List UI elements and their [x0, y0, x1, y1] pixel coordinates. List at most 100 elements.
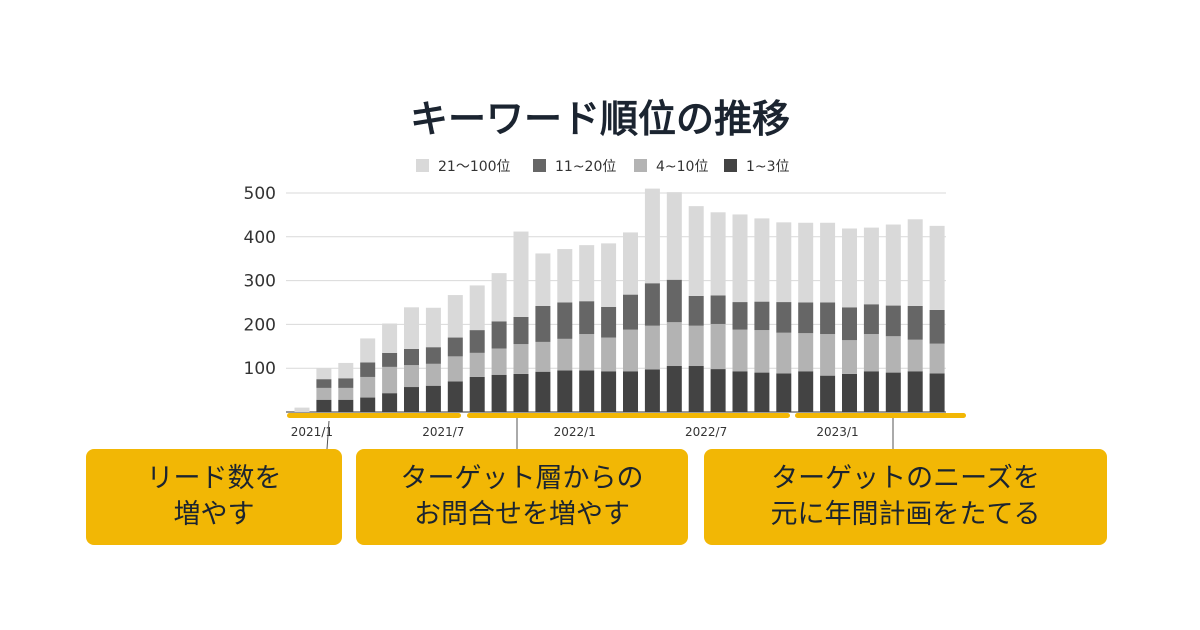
y-tick-label: 500	[244, 184, 276, 204]
bar-segment	[316, 368, 332, 380]
bar-segment	[382, 323, 398, 353]
bar-segment	[732, 302, 748, 330]
bar-segment	[776, 373, 792, 412]
bar-segment	[579, 245, 595, 302]
bar-segment	[863, 334, 879, 372]
bar-segment	[469, 352, 485, 377]
bar-segment	[798, 222, 814, 303]
callout-1-line-1: リード数を	[146, 463, 282, 494]
bar-segment	[469, 376, 485, 412]
bar-segment	[491, 374, 507, 412]
bar-segment	[666, 279, 682, 323]
bar-segment	[491, 321, 507, 349]
bar-segment	[535, 253, 551, 307]
bar-segment	[644, 283, 660, 326]
bar-segment	[601, 337, 617, 372]
bar-segment	[557, 338, 573, 371]
bar-segment	[666, 322, 682, 367]
bar-segment	[885, 305, 901, 337]
bar-segment	[601, 371, 617, 412]
bar-segment	[644, 369, 660, 412]
callout-target-inquiries: ターゲット層からの お問合せを増やす	[356, 449, 688, 545]
bar-segment	[798, 333, 814, 372]
bar-segment	[710, 295, 726, 324]
legend-swatch	[634, 159, 647, 172]
bar-segment	[425, 307, 441, 348]
bar-segment	[425, 347, 441, 364]
bar-segment	[929, 225, 945, 310]
bar-segment	[907, 219, 923, 307]
bar-segment	[382, 352, 398, 367]
period-bar	[795, 413, 966, 418]
bar-segment	[535, 371, 551, 412]
bar-segment	[907, 306, 923, 340]
bar-segment	[513, 344, 529, 374]
bar-segment	[557, 302, 573, 339]
bar-segment	[316, 387, 332, 400]
bar-segment	[929, 309, 945, 344]
callout-3-line-1: ターゲットのニーズを	[771, 463, 1040, 494]
legend-swatch	[416, 159, 429, 172]
bar-segment	[754, 372, 770, 412]
bar-segment	[863, 304, 879, 335]
bar-segment	[469, 330, 485, 353]
bar-segment	[820, 302, 836, 335]
x-tick-label: 2022/1	[554, 425, 596, 439]
bar-segment	[425, 385, 441, 412]
bar-segment	[382, 366, 398, 394]
legend-label: 4~10位	[656, 159, 708, 175]
bar-segment	[732, 371, 748, 412]
bar-segment	[579, 370, 595, 412]
bar-segment	[316, 399, 332, 412]
bar-segment	[338, 362, 354, 379]
bar-segment	[623, 294, 638, 330]
bar-segment	[404, 365, 419, 388]
x-tick-label: 2023/1	[816, 425, 858, 439]
bar-segment	[885, 372, 901, 412]
bar-segment	[907, 371, 923, 412]
bar-segment	[820, 334, 836, 376]
bar-segment	[666, 366, 682, 412]
bar-segment	[710, 369, 726, 412]
y-tick-label: 200	[244, 315, 276, 335]
bar-segment	[732, 329, 748, 372]
bar-segment	[360, 362, 376, 377]
bar-segment	[842, 307, 857, 341]
period-bar	[287, 413, 461, 418]
bar-segment	[601, 243, 617, 307]
bar-segment	[732, 214, 748, 303]
legend-label: 11~20位	[555, 159, 616, 175]
bar-segment	[776, 302, 792, 333]
bar-segment	[447, 337, 463, 357]
bar-segment	[776, 332, 792, 374]
bar-segment	[929, 343, 945, 374]
bar-segment	[491, 348, 507, 375]
bar-segment	[404, 387, 419, 412]
bar-segment	[842, 228, 857, 308]
callout-2-line-1: ターゲット層からの	[400, 463, 644, 494]
bar-segment	[885, 224, 901, 306]
bar-segment	[557, 249, 573, 303]
legend-swatch	[533, 159, 546, 172]
bar-segment	[842, 340, 857, 374]
bar-segment	[338, 378, 354, 388]
legend-label: 21～100位	[438, 159, 511, 175]
bar-segment	[513, 316, 529, 345]
bar-segment	[447, 356, 463, 382]
y-tick-label: 400	[244, 228, 276, 248]
y-tick-label: 100	[244, 359, 276, 379]
x-tick-label: 2022/7	[685, 425, 727, 439]
bar-segment	[688, 295, 704, 326]
bar-segment	[863, 227, 879, 305]
bar-segment	[820, 222, 836, 303]
callout-lead-increase: リード数を 増やす	[86, 449, 342, 545]
bar-segment	[382, 393, 398, 412]
bar-segment	[688, 366, 704, 412]
y-tick-label: 300	[244, 272, 276, 292]
callout-connector	[326, 420, 330, 450]
bar-segment	[907, 339, 923, 372]
callout-annual-plan: ターゲットのニーズを 元に年間計画をたてる	[704, 449, 1107, 545]
bar-segment	[535, 341, 551, 372]
bar-segment	[754, 301, 770, 331]
bar-segment	[863, 371, 879, 412]
